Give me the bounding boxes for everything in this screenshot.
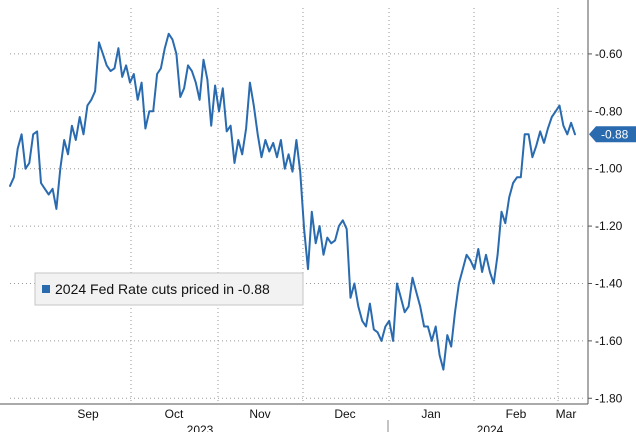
series-line: [9, 32, 576, 371]
legend-box: [34, 272, 304, 306]
legend-label: 2024 Fed Rate cuts priced in -0.88: [55, 281, 270, 297]
legend-swatch: [42, 285, 50, 293]
chart-legend: 2024 Fed Rate cuts priced in -0.88: [34, 272, 304, 306]
x-tick-label: Dec: [334, 407, 355, 421]
y-tick-label: -1.00: [595, 162, 623, 176]
x-tick-label: Sep: [77, 407, 99, 421]
y-tick-label: -1.80: [595, 391, 623, 405]
series-layer: [9, 32, 576, 371]
year-label: 2024: [477, 423, 504, 432]
label-layer: -0.60 -0.80 -1.00 -1.20 -1.40 -1.60 -1.80 Sep Oc…: [77, 47, 636, 437]
x-tick-label: Jan: [421, 407, 440, 421]
x-tick-label: Mar: [556, 407, 577, 421]
x-tick-label: Nov: [249, 407, 270, 421]
last-value-label: -0.88: [601, 127, 629, 141]
y-tick-label: -1.60: [595, 334, 623, 348]
y-tick-label: -0.60: [595, 47, 623, 61]
last-value-tag: [589, 126, 636, 143]
axis-layer: [0, 0, 592, 432]
y-tick-label: -1.20: [595, 219, 623, 233]
y-tick-label: -0.80: [595, 104, 623, 118]
x-tick-label: Oct: [165, 407, 184, 421]
x-tick-label: Feb: [506, 407, 527, 421]
year-label: 2023: [187, 423, 214, 432]
y-tick-label: -1.40: [595, 276, 623, 290]
